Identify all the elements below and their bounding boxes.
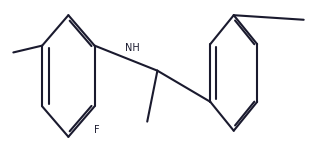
Text: F: F (94, 125, 100, 135)
Text: NH: NH (125, 43, 139, 53)
